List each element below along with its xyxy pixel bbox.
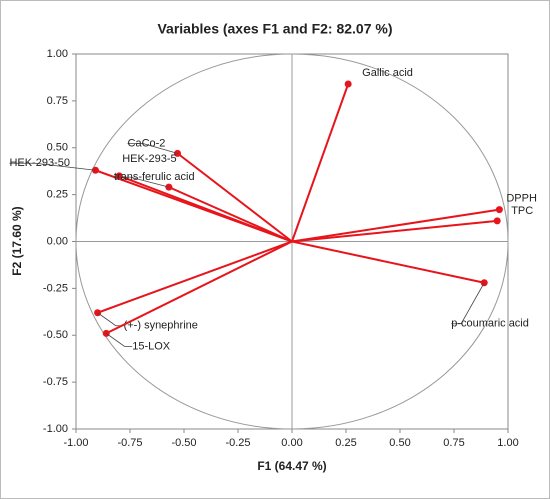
leader-line <box>127 142 178 154</box>
point-label: HEK-293-5 <box>122 153 176 165</box>
x-tick-label: -1.00 <box>63 437 88 449</box>
y-tick-label: -0.50 <box>43 329 68 341</box>
y-tick-label: 0.25 <box>47 189 68 201</box>
vector <box>105 240 293 335</box>
leader-line <box>9 162 96 171</box>
x-tick-label: -0.25 <box>225 437 250 449</box>
y-tick-label: -0.75 <box>43 376 68 388</box>
vector <box>291 208 500 243</box>
vector <box>118 174 293 243</box>
x-tick-label: 0.25 <box>335 437 356 449</box>
point-label: p-coumaric acid <box>451 318 529 330</box>
point-label: (+-) synephrine <box>124 320 198 332</box>
y-tick-label: -1.00 <box>43 423 68 435</box>
point-label: Gallic acid <box>362 67 413 79</box>
point <box>493 217 501 225</box>
point <box>344 80 352 88</box>
chart-title: Variables (axes F1 and F2: 82.07 %) <box>157 21 392 37</box>
y-axis-title: F2 (17.60 %) <box>10 206 24 275</box>
point <box>495 206 503 214</box>
x-tick-label: -0.75 <box>117 437 142 449</box>
point <box>115 172 123 180</box>
x-tick-label: 0.75 <box>443 437 464 449</box>
vector <box>168 186 293 243</box>
point-label: CaCo-2 <box>128 137 166 149</box>
vector <box>176 152 293 243</box>
y-tick-label: 0.00 <box>47 235 68 247</box>
y-tick-label: 0.75 <box>47 95 68 107</box>
point-label: TPC <box>511 205 533 217</box>
point-label: trans-ferulic acid <box>114 171 195 183</box>
vector <box>97 240 293 314</box>
leader-line <box>113 176 169 188</box>
y-tick-label: -0.25 <box>43 282 68 294</box>
y-tick-label: 0.50 <box>47 142 68 154</box>
leader-line <box>106 333 133 347</box>
x-tick-label: 0.50 <box>389 437 410 449</box>
x-tick-label: 0.00 <box>281 437 302 449</box>
point-label: DPPH <box>506 193 537 205</box>
x-axis-title: F1 (64.47 %) <box>257 459 326 473</box>
y-tick-label: 1.00 <box>47 48 68 60</box>
x-tick-label: -0.50 <box>171 437 196 449</box>
point-label: HEK-293-50 <box>9 157 70 169</box>
x-tick-label: 1.00 <box>497 437 518 449</box>
vector <box>291 240 485 284</box>
point-label: 15-LOX <box>132 340 171 352</box>
vector <box>291 83 350 242</box>
vector <box>291 219 498 243</box>
leader-line <box>451 282 485 325</box>
